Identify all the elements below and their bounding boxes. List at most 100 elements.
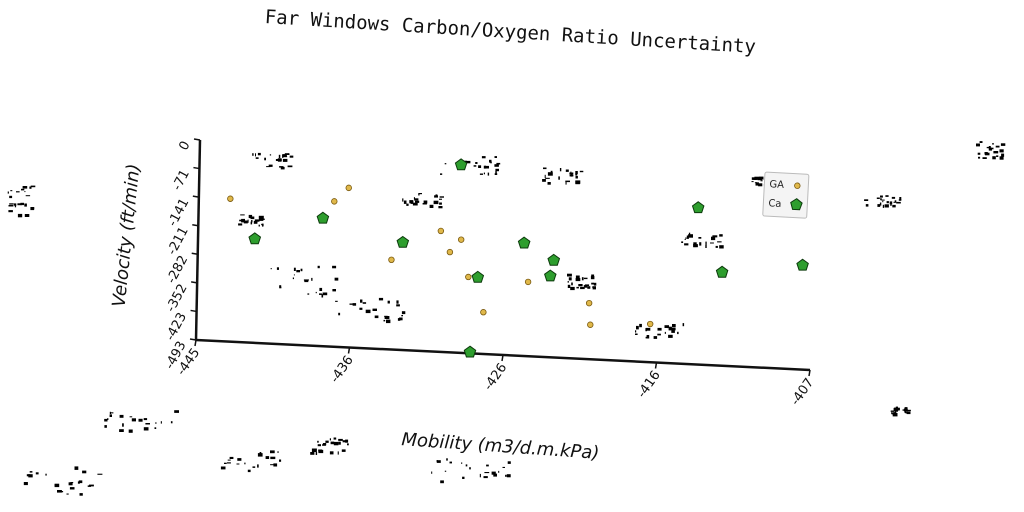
background-speck [565, 169, 569, 172]
background-speck [10, 190, 13, 192]
background-speck [657, 327, 662, 331]
background-speck [976, 144, 979, 146]
background-speck [876, 197, 880, 199]
background-speck [439, 198, 442, 200]
background-speck [1001, 153, 1005, 157]
background-speck [581, 277, 584, 281]
background-speck [465, 160, 471, 164]
background-speck [568, 277, 572, 281]
background-speck [890, 410, 895, 412]
background-speck [882, 200, 884, 203]
legend-label-ga: GA [769, 179, 784, 191]
y-tick-mark [192, 195, 199, 198]
background-speck [280, 166, 285, 170]
background-speck [300, 268, 303, 272]
data-point-ga [345, 184, 352, 192]
background-speck [483, 165, 487, 169]
background-speck [494, 156, 497, 158]
background-speck [322, 443, 327, 446]
background-speck [334, 277, 339, 281]
background-speck [543, 167, 547, 170]
background-speck [238, 223, 243, 226]
background-speck [248, 214, 253, 219]
data-point-ga [437, 227, 445, 235]
background-speck [494, 173, 498, 175]
background-speck [342, 440, 348, 443]
background-speck [489, 159, 492, 163]
background-speck [436, 460, 441, 463]
background-speck [1001, 156, 1003, 159]
background-speck [579, 170, 584, 173]
background-speck [711, 236, 716, 241]
background-speck [265, 456, 270, 459]
background-speck [444, 163, 447, 165]
background-speck [352, 303, 357, 306]
background-speck [258, 224, 260, 227]
background-speck [257, 453, 263, 457]
background-speck [667, 326, 672, 329]
x-tick-mark [654, 362, 658, 369]
background-speck [279, 285, 282, 288]
background-speck [575, 180, 581, 184]
background-speck [591, 274, 595, 278]
background-speck [498, 470, 500, 473]
background-speck [542, 179, 546, 182]
data-point-ca [547, 253, 561, 266]
background-speck [506, 474, 511, 478]
background-speck [384, 316, 390, 319]
background-speck [884, 204, 889, 208]
background-speck [322, 444, 326, 446]
background-speck [269, 154, 272, 156]
background-speck [74, 466, 79, 470]
background-speck [893, 201, 895, 203]
background-speck [289, 155, 294, 158]
background-speck [491, 471, 496, 475]
background-speck [145, 423, 150, 425]
background-speck [905, 412, 907, 414]
background-speck [693, 242, 697, 246]
background-speck [715, 245, 718, 248]
background-speck [896, 201, 901, 204]
background-speck [505, 474, 507, 477]
plot-area: -445 -436 -426 -416 -4070-71-141-211-282-352… [162, 138, 817, 408]
background-speck [758, 176, 764, 180]
background-speck [321, 294, 324, 298]
background-speck [882, 204, 885, 208]
background-speck [310, 452, 315, 455]
background-speck [431, 471, 433, 474]
background-speck [89, 484, 94, 487]
background-speck [360, 299, 363, 303]
background-speck [279, 459, 282, 462]
background-speck [244, 462, 246, 465]
background-speck [384, 315, 388, 318]
background-speck [671, 330, 675, 333]
background-speck [264, 157, 266, 161]
background-speck [902, 409, 905, 411]
background-speck [545, 177, 550, 179]
background-speck [677, 331, 679, 335]
background-speck [544, 174, 546, 179]
background-speck [684, 243, 689, 246]
background-speck [879, 202, 882, 206]
background-speck [311, 448, 317, 452]
background-speck [68, 482, 73, 486]
background-speck [990, 147, 994, 150]
background-speck [329, 438, 331, 441]
data-point-ga [457, 236, 465, 243]
background-speck [9, 203, 14, 205]
background-speck [8, 205, 14, 207]
background-speck [78, 480, 83, 484]
background-speck [261, 223, 263, 226]
background-speck [483, 172, 485, 175]
background-speck [423, 200, 428, 204]
background-speck [486, 464, 489, 467]
background-speck [374, 315, 379, 319]
background-speck [349, 303, 354, 305]
background-speck [755, 183, 759, 186]
background-speck [7, 191, 9, 194]
background-speck [986, 146, 990, 149]
background-speck [479, 473, 481, 478]
background-speck [576, 286, 579, 289]
background-speck [435, 194, 438, 198]
